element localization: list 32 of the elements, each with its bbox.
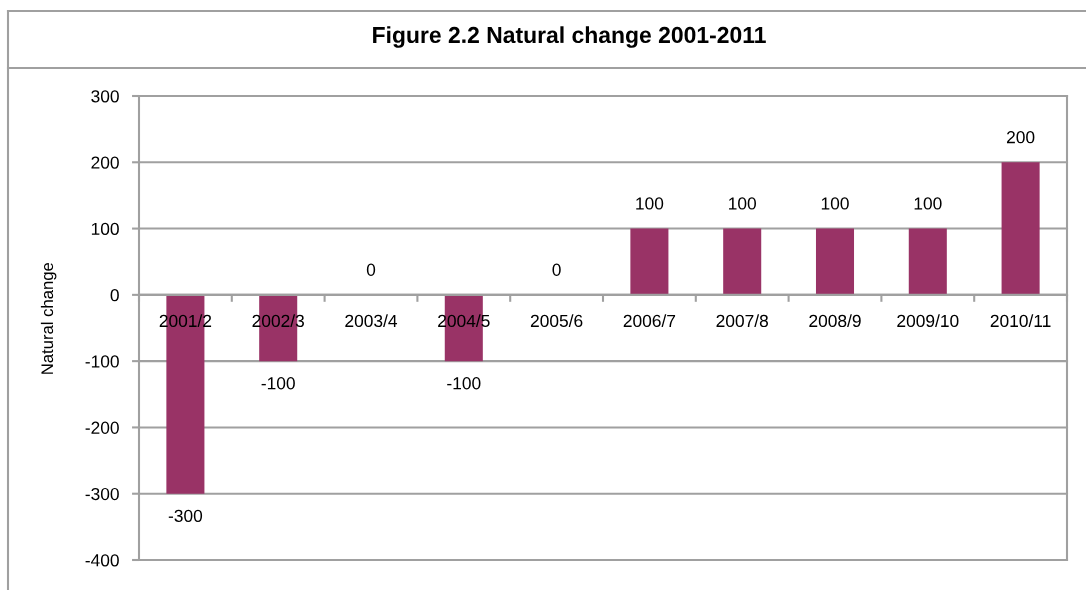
x-tick-label: 2010/11	[990, 314, 1051, 328]
y-tick-label: 100	[91, 222, 119, 236]
x-tick-label: 2007/8	[716, 314, 768, 328]
y-tick-label: -400	[85, 554, 119, 567]
x-tick-label: 2006/7	[623, 314, 676, 328]
data-label: 100	[821, 197, 849, 210]
bar	[815, 228, 855, 295]
data-label: 100	[729, 197, 757, 210]
y-tick-label: -200	[85, 421, 119, 434]
y-tick-label: -100	[85, 355, 119, 368]
data-label: 0	[366, 263, 376, 276]
data-label: 0	[552, 263, 561, 276]
data-label: 100	[636, 197, 664, 210]
x-tick-label: 2009/10	[897, 314, 959, 328]
chart-title: Figure 2.2 Natural change 2001-2011	[373, 26, 766, 48]
bar	[723, 228, 762, 295]
y-axis-title: Natural change	[40, 262, 57, 374]
y-tick-label: 0	[110, 289, 119, 302]
data-label: 100	[914, 197, 942, 210]
x-tick-label: 2008/9	[809, 314, 861, 328]
data-label: 200	[1006, 131, 1035, 144]
bar	[630, 228, 669, 295]
data-label: -100	[447, 377, 481, 390]
y-tick-label: -300	[85, 487, 119, 501]
y-tick-label: 300	[91, 90, 119, 103]
bar	[908, 228, 947, 295]
x-tick-label: 2005/6	[530, 314, 583, 328]
y-tick-label: 200	[91, 156, 119, 169]
x-tick-label: 2003/4	[345, 314, 398, 328]
bar	[1001, 162, 1040, 295]
data-label: -100	[261, 377, 295, 390]
data-label: -300	[168, 509, 203, 522]
